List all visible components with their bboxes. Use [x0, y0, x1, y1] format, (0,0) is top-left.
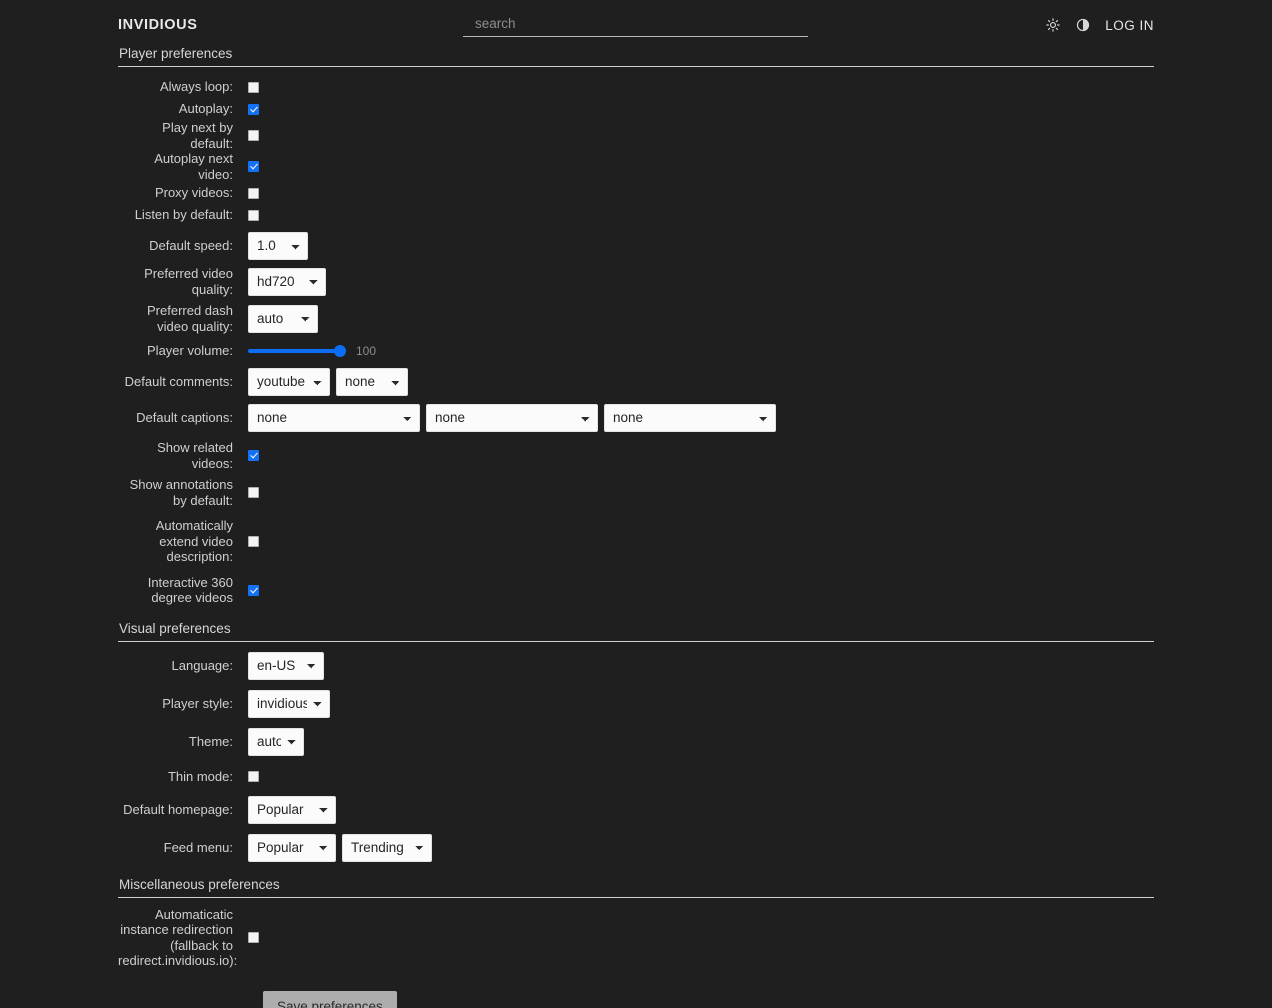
select-default-captions-1[interactable]: none [248, 404, 420, 432]
pref-row-default-speed: Default speed: 1.0 [118, 232, 1154, 260]
pref-row-thin-mode: Thin mode: [118, 766, 1154, 788]
pref-row-listen-default: Listen by default: [118, 204, 1154, 226]
save-preferences-button[interactable]: Save preferences [263, 990, 397, 1008]
pref-row-play-next: Play next by default: [118, 120, 1154, 151]
login-button[interactable]: LOG IN [1105, 17, 1154, 33]
checkbox-show-annotations[interactable] [248, 487, 259, 498]
pref-row-language: Language: en-US [118, 651, 1154, 680]
label-autoplay: Autoplay: [178, 101, 233, 117]
label-extend-description: Automatically extend video description: [155, 518, 233, 564]
label-show-related: Show related videos: [157, 440, 233, 471]
label-default-homepage: Default homepage: [123, 801, 233, 817]
select-default-comments-primary[interactable]: youtube [248, 368, 330, 396]
label-autoplay-next: Autoplay next video: [154, 151, 233, 182]
pref-row-autoplay: Autoplay: [118, 98, 1154, 120]
navbar: INVIDIOUS LOG IN [0, 0, 1272, 46]
select-language[interactable]: en-US [248, 651, 324, 680]
select-default-captions-3[interactable]: none [604, 404, 776, 432]
checkbox-always-loop[interactable] [248, 81, 259, 93]
slider-player-volume[interactable] [248, 344, 346, 358]
label-theme: Theme: [188, 733, 233, 749]
select-feed-menu-2[interactable]: Trending [342, 833, 432, 862]
section-title-misc: Miscellaneous preferences [118, 877, 1154, 898]
pref-row-default-homepage: Default homepage: Popular [118, 795, 1154, 824]
select-video-quality[interactable]: hd720 [248, 267, 326, 296]
pref-row-360-videos: Interactive 360 degree videos [118, 575, 1154, 606]
label-default-speed: Default speed: [149, 238, 233, 254]
preferences-content: Player preferences Always loop: Autoplay… [0, 46, 1272, 1008]
section-title-visual: Visual preferences [118, 621, 1154, 642]
pref-row-theme: Theme: auto [118, 727, 1154, 756]
label-dash-quality: Preferred dash video quality: [147, 303, 233, 334]
pref-row-default-captions: Default captions: none none none [118, 404, 1154, 432]
checkbox-play-next[interactable] [248, 130, 259, 141]
select-player-style[interactable]: invidious [248, 689, 330, 718]
brand-logo[interactable]: INVIDIOUS [118, 17, 198, 33]
pref-row-autoplay-next: Autoplay next video: [118, 151, 1154, 182]
checkbox-extend-description[interactable] [248, 535, 259, 547]
checkbox-360-videos[interactable] [248, 584, 259, 596]
pref-row-dash-quality: Preferred dash video quality: auto [118, 303, 1154, 334]
pref-row-show-related: Show related videos: [118, 440, 1154, 471]
label-play-next: Play next by default: [162, 120, 233, 151]
label-listen-default: Listen by default: [134, 207, 233, 223]
label-proxy-videos: Proxy videos: [154, 185, 233, 201]
pref-row-always-loop: Always loop: [118, 76, 1154, 98]
label-360-videos: Interactive 360 degree videos [147, 574, 233, 606]
search-form [463, 13, 808, 37]
label-language: Language: [171, 657, 233, 673]
checkbox-thin-mode[interactable] [248, 771, 259, 782]
label-video-quality: Preferred video quality: [144, 266, 233, 297]
label-instance-redirect: Automaticatic instance redirection (fall… [118, 906, 238, 969]
save-section: Save preferences [118, 990, 1154, 1008]
checkbox-listen-default[interactable] [248, 209, 259, 221]
label-default-comments: Default comments: [124, 374, 233, 390]
label-player-style: Player style: [162, 695, 233, 711]
label-show-annotations: Show annotations by default: [129, 477, 233, 508]
checkbox-show-related[interactable] [248, 450, 259, 461]
select-default-homepage[interactable]: Popular [248, 795, 336, 824]
checkbox-instance-redirect[interactable] [248, 932, 259, 943]
navbar-actions: LOG IN [808, 17, 1154, 33]
select-default-comments-secondary[interactable]: none [336, 368, 408, 396]
select-feed-menu-1[interactable]: Popular [248, 833, 336, 862]
pref-row-instance-redirect: Automaticatic instance redirection (fall… [118, 907, 1154, 969]
label-default-captions: Default captions: [136, 410, 233, 426]
checkbox-proxy-videos[interactable] [248, 187, 259, 199]
pref-row-show-annotations: Show annotations by default: [118, 477, 1154, 508]
pref-row-proxy-videos: Proxy videos: [118, 182, 1154, 204]
label-always-loop: Always loop: [160, 79, 233, 95]
label-thin-mode: Thin mode: [167, 768, 233, 784]
search-input[interactable] [463, 13, 808, 37]
select-theme[interactable]: auto [248, 727, 304, 756]
pref-row-extend-description: Automatically extend video description: [118, 518, 1154, 565]
pref-row-default-comments: Default comments: youtube none [118, 368, 1154, 396]
checkbox-autoplay-next[interactable] [248, 161, 259, 172]
pref-row-feed-menu: Feed menu: Popular Trending [118, 833, 1154, 862]
label-player-volume: Player volume: [147, 343, 233, 359]
label-feed-menu: Feed menu: [163, 839, 233, 855]
contrast-icon[interactable] [1075, 17, 1091, 33]
select-default-captions-2[interactable]: none [426, 404, 598, 432]
pref-row-video-quality: Preferred video quality: hd720 [118, 266, 1154, 297]
pref-row-player-style: Player style: invidious [118, 689, 1154, 718]
select-dash-quality[interactable]: auto [248, 304, 318, 333]
select-default-speed[interactable]: 1.0 [248, 232, 308, 260]
pref-row-player-volume: Player volume: 100 [118, 340, 1154, 362]
sun-icon[interactable] [1045, 17, 1061, 33]
player-volume-value: 100 [356, 344, 377, 358]
checkbox-autoplay[interactable] [248, 103, 259, 115]
section-title-player: Player preferences [118, 46, 1154, 67]
